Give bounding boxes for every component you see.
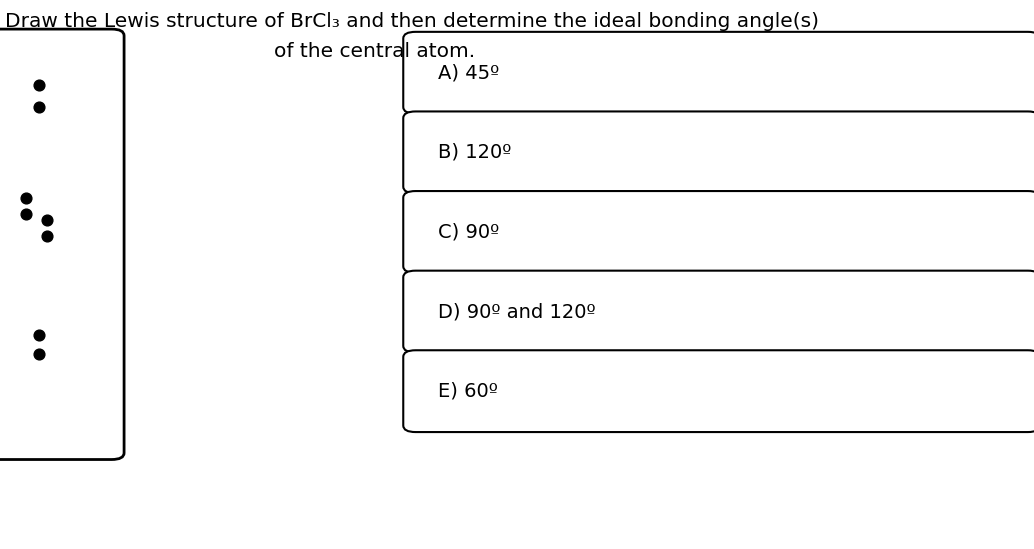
Text: Draw the Lewis structure of BrCl₃ and then determine the ideal bonding angle(s): Draw the Lewis structure of BrCl₃ and th…: [5, 12, 819, 31]
Text: D) 90º and 120º: D) 90º and 120º: [438, 302, 596, 321]
FancyBboxPatch shape: [403, 111, 1034, 193]
Point: [18, 193, 34, 202]
Point: [31, 330, 48, 339]
Text: B) 120º: B) 120º: [438, 143, 512, 162]
Text: A) 45º: A) 45º: [438, 63, 499, 82]
Text: of the central atom.: of the central atom.: [274, 42, 476, 61]
FancyBboxPatch shape: [403, 350, 1034, 432]
Point: [31, 81, 48, 89]
Text: C) 90º: C) 90º: [438, 222, 499, 242]
Point: [18, 210, 34, 219]
Point: [38, 232, 55, 240]
FancyBboxPatch shape: [403, 271, 1034, 352]
FancyBboxPatch shape: [0, 29, 124, 460]
FancyBboxPatch shape: [403, 191, 1034, 273]
Text: E) 60º: E) 60º: [438, 382, 498, 401]
Point: [31, 103, 48, 111]
Point: [31, 350, 48, 358]
FancyBboxPatch shape: [403, 32, 1034, 114]
Point: [38, 215, 55, 224]
